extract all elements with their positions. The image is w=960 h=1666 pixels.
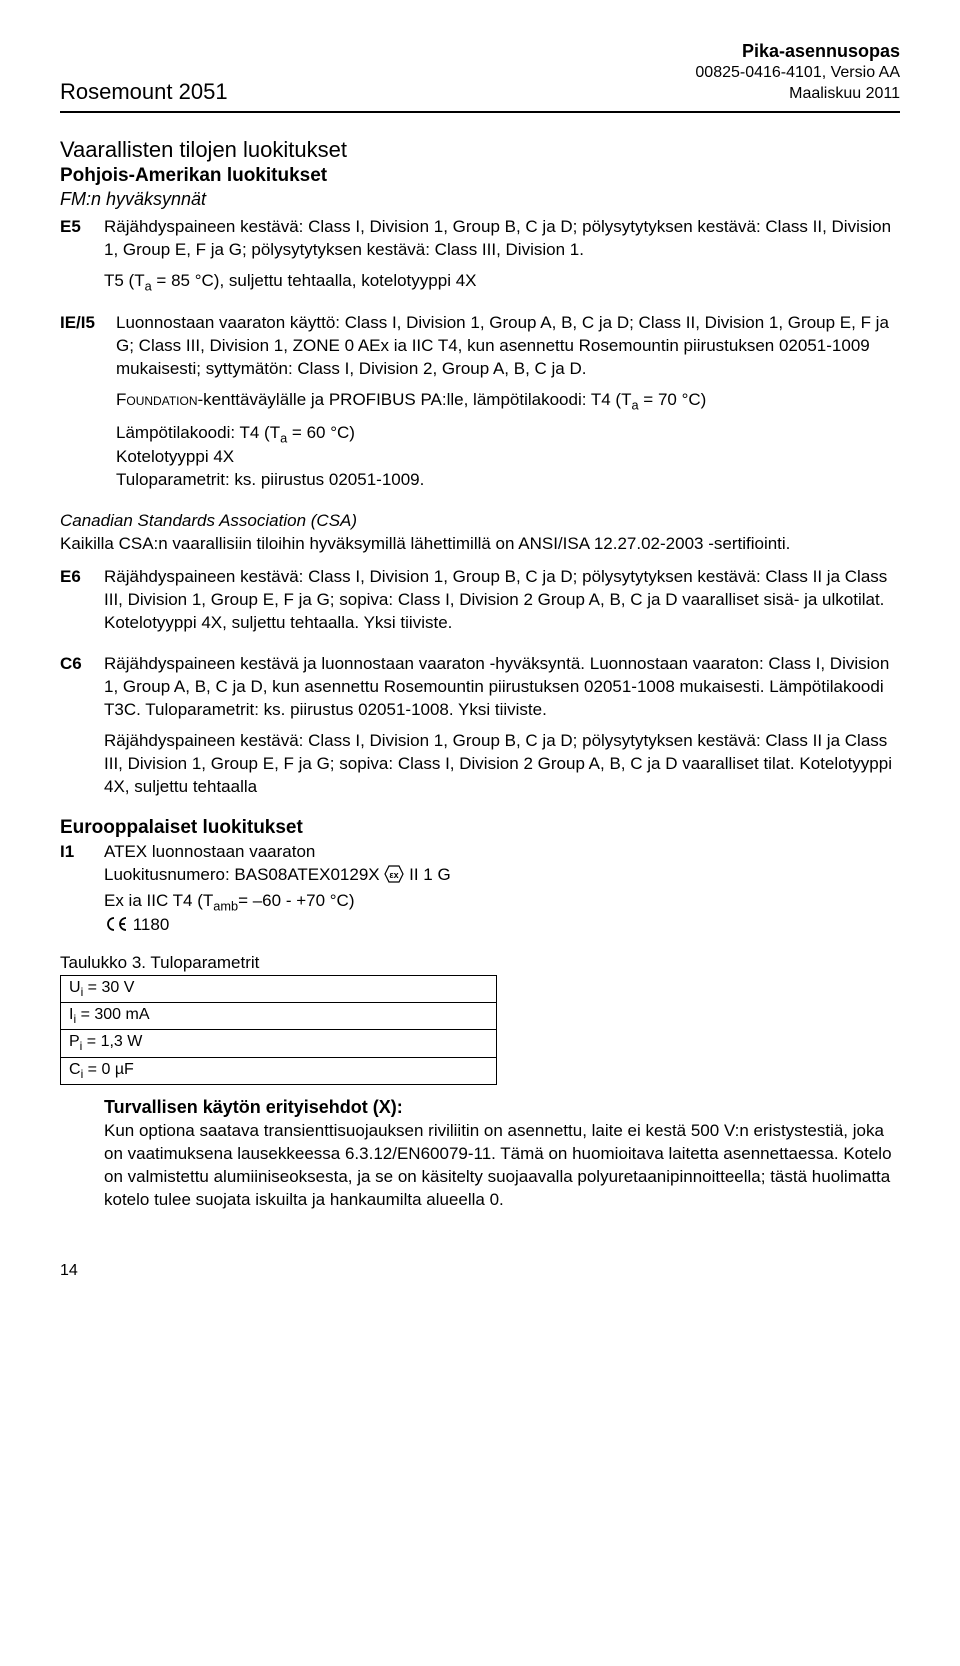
table-cell: Ci = 0 µF <box>61 1057 497 1084</box>
safety-body: Kun optiona saatava transienttisuojaukse… <box>104 1120 900 1212</box>
paragraph: Ex ia IIC T4 (Tamb= –60 - +70 °C) <box>104 890 900 915</box>
table-title: Taulukko 3. Tuloparametrit <box>60 953 900 973</box>
table-row: Ui = 30 V <box>61 976 497 1003</box>
entry-iei5: IE/I5 Luonnostaan vaaraton käyttö: Class… <box>60 312 900 500</box>
paragraph: Luonnostaan vaaraton käyttö: Class I, Di… <box>116 312 900 381</box>
paragraph: ATEX luonnostaan vaaraton <box>104 841 900 864</box>
csa-text: Kaikilla CSA:n vaarallisiin tiloihin hyv… <box>60 533 900 556</box>
table-cell: Pi = 1,3 W <box>61 1030 497 1057</box>
safety-title: Turvallisen käytön erityisehdot (X): <box>104 1097 900 1118</box>
paragraph: Räjähdyspaineen kestävä: Class I, Divisi… <box>104 730 900 799</box>
subheading-fm: FM:n hyväksynnät <box>60 189 900 210</box>
doc-number: 00825-0416-4101, Versio AA <box>695 63 900 84</box>
paragraph: Kotelotyyppi 4X <box>116 446 900 469</box>
paragraph: Tuloparametrit: ks. piirustus 02051-1009… <box>116 469 900 492</box>
entry-body: Räjähdyspaineen kestävä ja luonnostaan v… <box>104 653 900 807</box>
paragraph: 1180 <box>104 914 900 939</box>
table-row: Ci = 0 µF <box>61 1057 497 1084</box>
page-number: 14 <box>60 1262 900 1280</box>
entry-i1: I1 ATEX luonnostaan vaaraton Luokitusnum… <box>60 841 900 939</box>
ce-number: 1180 <box>133 915 170 934</box>
csa-heading: Canadian Standards Association (CSA) <box>60 510 900 533</box>
entry-code: I1 <box>60 841 104 939</box>
params-table: Ui = 30 V Ii = 300 mA Pi = 1,3 W Ci = 0 … <box>60 975 497 1085</box>
paragraph: Luokitusnumero: BAS08ATEX0129X εx II 1 G <box>104 864 900 890</box>
entry-body: Luonnostaan vaaraton käyttö: Class I, Di… <box>116 312 900 500</box>
entry-code: C6 <box>60 653 104 807</box>
table-row: Ii = 300 mA <box>61 1003 497 1030</box>
paragraph: Foundation-kenttäväylälle ja PROFIBUS PA… <box>116 389 900 414</box>
paragraph: Lämpötilakoodi: T4 (Ta = 60 °C) <box>116 422 900 447</box>
entry-code: E5 <box>60 216 104 302</box>
cert-number: Luokitusnumero: BAS08ATEX0129X <box>104 865 384 884</box>
svg-text:εx: εx <box>390 870 399 880</box>
ce-mark-icon <box>104 916 128 939</box>
paragraph: T5 (Ta = 85 °C), suljettu tehtaalla, kot… <box>104 270 900 295</box>
csa-title: Canadian Standards Association (CSA) <box>60 511 357 530</box>
guide-title: Pika-asennusopas <box>695 40 900 63</box>
entry-code: E6 <box>60 566 104 643</box>
page: Rosemount 2051 Pika-asennusopas 00825-04… <box>0 0 960 1320</box>
entry-e5: E5 Räjähdyspaineen kestävä: Class I, Div… <box>60 216 900 302</box>
subheading-eu: Eurooppalaiset luokitukset <box>60 817 900 839</box>
entry-code: IE/I5 <box>60 312 116 500</box>
table-row: Pi = 1,3 W <box>61 1030 497 1057</box>
entry-c6: C6 Räjähdyspaineen kestävä ja luonnostaa… <box>60 653 900 807</box>
doc-date: Maaliskuu 2011 <box>695 84 900 105</box>
paragraph: Räjähdyspaineen kestävä ja luonnostaan v… <box>104 653 900 722</box>
entry-body: Räjähdyspaineen kestävä: Class I, Divisi… <box>104 566 900 643</box>
section-title: Vaarallisten tilojen luokitukset <box>60 137 900 163</box>
page-header: Rosemount 2051 Pika-asennusopas 00825-04… <box>60 40 900 113</box>
ex-hexagon-icon: εx <box>384 865 404 890</box>
paragraph: Räjähdyspaineen kestävä: Class I, Divisi… <box>104 216 900 262</box>
cert-group: II 1 G <box>409 865 451 884</box>
header-right: Pika-asennusopas 00825-0416-4101, Versio… <box>695 40 900 105</box>
table-cell: Ii = 300 mA <box>61 1003 497 1030</box>
paragraph: Räjähdyspaineen kestävä: Class I, Divisi… <box>104 566 900 635</box>
entry-body: ATEX luonnostaan vaaraton Luokitusnumero… <box>104 841 900 939</box>
entry-body: Räjähdyspaineen kestävä: Class I, Divisi… <box>104 216 900 302</box>
product-name: Rosemount 2051 <box>60 79 228 105</box>
table-cell: Ui = 30 V <box>61 976 497 1003</box>
subheading-na: Pohjois-Amerikan luokitukset <box>60 165 900 187</box>
entry-e6: E6 Räjähdyspaineen kestävä: Class I, Div… <box>60 566 900 643</box>
